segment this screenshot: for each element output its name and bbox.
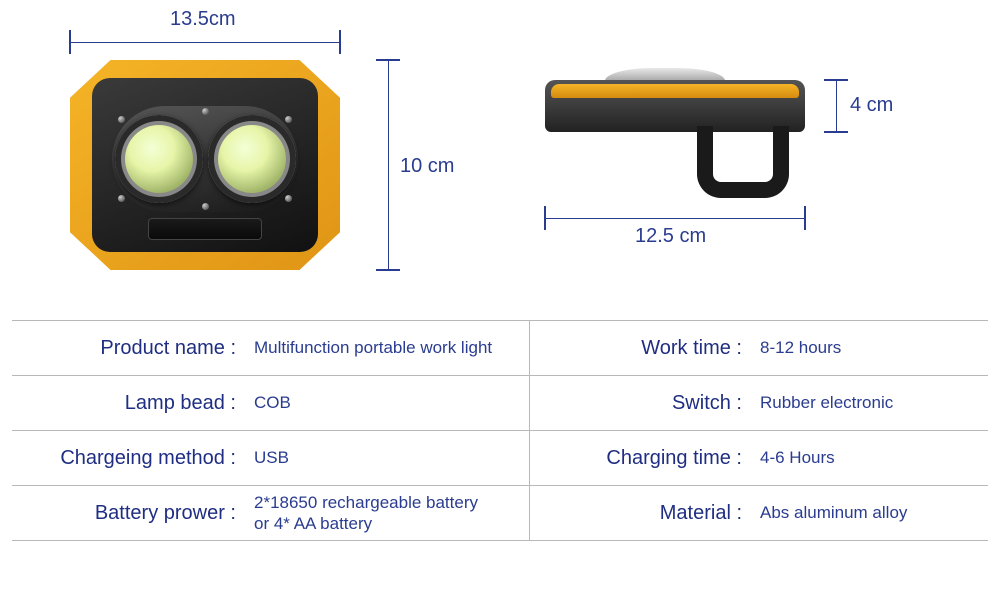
product-front-view bbox=[70, 60, 340, 270]
spec-table: Product name : Multifunction portable wo… bbox=[12, 320, 988, 541]
spec-label: Product name : bbox=[12, 321, 242, 375]
side-body bbox=[545, 80, 805, 132]
spec-value: Abs aluminum alloy bbox=[748, 486, 988, 540]
screw-icon bbox=[118, 195, 125, 202]
cob-lens-right bbox=[208, 115, 296, 203]
dim-line bbox=[70, 42, 340, 43]
cob-lens-left bbox=[115, 115, 203, 203]
side-handle bbox=[697, 126, 789, 198]
product-side-view bbox=[545, 80, 805, 210]
dim-line bbox=[836, 80, 837, 132]
lens-panel bbox=[112, 106, 298, 212]
spec-label: Battery prower : bbox=[12, 486, 242, 540]
spec-label: Chargeing method : bbox=[12, 431, 242, 485]
spec-row: Chargeing method : USB Charging time : 4… bbox=[12, 431, 988, 486]
screw-icon bbox=[202, 203, 209, 210]
spec-row: Lamp bead : COB Switch : Rubber electron… bbox=[12, 376, 988, 431]
screw-icon bbox=[285, 116, 292, 123]
spec-label: Work time : bbox=[530, 321, 748, 375]
spec-label: Material : bbox=[530, 486, 748, 540]
spec-label: Switch : bbox=[530, 376, 748, 430]
screw-icon bbox=[202, 108, 209, 115]
spec-row: Battery prower : 2*18650 rechargeable ba… bbox=[12, 486, 988, 541]
spec-value: COB bbox=[242, 376, 530, 430]
screw-icon bbox=[118, 116, 125, 123]
dim-tick bbox=[376, 59, 400, 61]
spec-row: Product name : Multifunction portable wo… bbox=[12, 321, 988, 376]
spec-value: 4-6 Hours bbox=[748, 431, 988, 485]
product-nameplate bbox=[148, 218, 262, 240]
spec-value: 2*18650 rechargeable battery or 4* AA ba… bbox=[242, 486, 530, 540]
dim-width-front: 13.5cm bbox=[170, 8, 236, 31]
dim-tick bbox=[824, 131, 848, 133]
spec-value: Multifunction portable work light bbox=[242, 321, 530, 375]
product-diagram-area: 13.5cm 10 cm 4 cm 12.5 cm bbox=[0, 0, 1000, 300]
dim-line bbox=[388, 60, 389, 270]
spec-label: Lamp bead : bbox=[12, 376, 242, 430]
spec-label: Charging time : bbox=[530, 431, 748, 485]
dim-height-side: 4 cm bbox=[850, 94, 893, 117]
dim-tick bbox=[339, 30, 341, 54]
spec-value: USB bbox=[242, 431, 530, 485]
spec-value: 8-12 hours bbox=[748, 321, 988, 375]
dim-width-side: 12.5 cm bbox=[635, 225, 706, 248]
dim-tick bbox=[376, 269, 400, 271]
screw-icon bbox=[285, 195, 292, 202]
spec-value: Rubber electronic bbox=[748, 376, 988, 430]
dim-line bbox=[545, 218, 805, 219]
dim-tick bbox=[824, 79, 848, 81]
dim-height-front: 10 cm bbox=[400, 155, 454, 178]
dim-tick bbox=[69, 30, 71, 54]
